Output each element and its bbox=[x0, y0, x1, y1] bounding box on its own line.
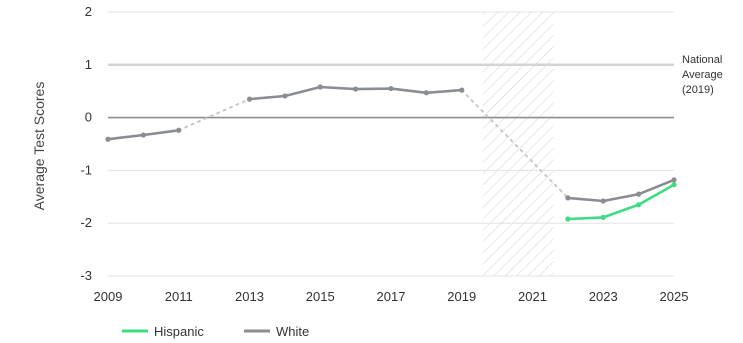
shaded-range bbox=[482, 12, 554, 276]
data-point-white bbox=[388, 85, 394, 92]
y-tick-label: 2 bbox=[85, 4, 92, 19]
x-tick-label: 2009 bbox=[94, 289, 123, 304]
data-point-white bbox=[317, 84, 323, 90]
y-tick-label: -1 bbox=[80, 162, 92, 177]
reference-line-label: (2019) bbox=[682, 84, 714, 96]
data-point-hispanic bbox=[600, 214, 606, 220]
data-point-white bbox=[282, 93, 288, 99]
reference-line-label: National bbox=[682, 54, 722, 66]
x-tick-label: 2025 bbox=[660, 289, 689, 304]
series-line-white bbox=[566, 178, 676, 203]
x-tick-label: 2011 bbox=[165, 289, 193, 304]
y-tick-label: -2 bbox=[80, 215, 92, 230]
legend-label-hispanic: Hispanic bbox=[154, 324, 204, 339]
data-point-white bbox=[176, 127, 182, 133]
data-point-white bbox=[671, 177, 677, 183]
data-point-white bbox=[636, 191, 642, 197]
x-tick-label: 2017 bbox=[377, 289, 406, 304]
data-point-white bbox=[600, 198, 606, 204]
data-point-white bbox=[105, 136, 111, 142]
data-point-hispanic bbox=[565, 216, 571, 222]
gap-connector-white bbox=[460, 89, 569, 199]
series-line-hispanic bbox=[566, 183, 676, 221]
legend-label-white: White bbox=[276, 324, 309, 339]
data-point-hispanic bbox=[671, 182, 677, 188]
data-point-white bbox=[565, 195, 571, 201]
data-point-white bbox=[423, 90, 429, 96]
y-tick-label: 0 bbox=[85, 110, 92, 125]
data-point-white bbox=[246, 96, 253, 102]
y-tick-label: 1 bbox=[85, 57, 92, 72]
y-axis-label: Average Test Scores bbox=[31, 82, 47, 211]
x-tick-label: 2023 bbox=[589, 289, 618, 304]
x-tick-label: 2013 bbox=[235, 289, 264, 304]
data-point-white bbox=[459, 87, 465, 93]
data-point-white bbox=[140, 132, 146, 138]
reference-line-label: Average bbox=[682, 69, 723, 81]
data-point-white bbox=[353, 86, 359, 92]
x-tick-label: 2015 bbox=[306, 289, 335, 304]
gap-connector-white bbox=[177, 98, 251, 132]
data-point-hispanic bbox=[636, 202, 642, 208]
x-tick-label: 2019 bbox=[447, 289, 476, 304]
x-tick-label: 2021 bbox=[518, 289, 547, 304]
y-tick-label: -3 bbox=[80, 268, 92, 283]
